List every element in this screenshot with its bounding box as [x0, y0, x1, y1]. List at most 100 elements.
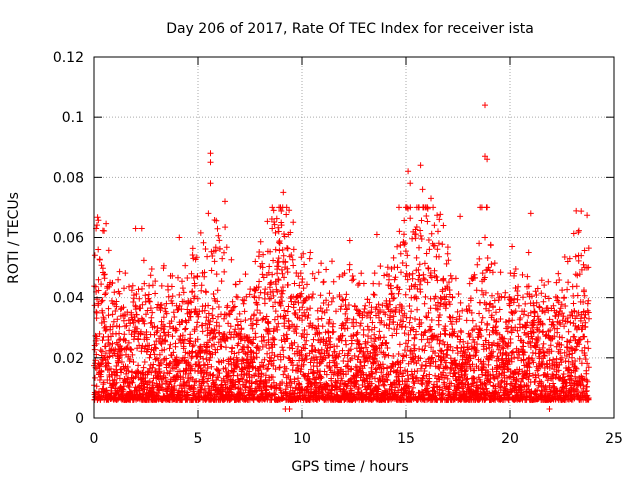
data-point — [435, 321, 442, 328]
data-point — [125, 382, 132, 389]
data-point — [431, 222, 438, 229]
data-point — [417, 288, 424, 295]
data-point — [109, 311, 116, 318]
data-point — [280, 252, 287, 259]
data-point — [128, 346, 135, 353]
data-point — [493, 309, 499, 316]
data-point — [428, 344, 435, 351]
data-point — [274, 266, 281, 273]
data-point — [116, 290, 123, 297]
data-point — [401, 347, 408, 354]
data-point — [162, 338, 169, 345]
data-point — [204, 344, 211, 351]
data-point — [212, 333, 219, 340]
data-point — [296, 282, 303, 289]
data-point — [415, 276, 422, 283]
data-point — [256, 278, 263, 285]
data-point — [258, 370, 265, 377]
data-point — [361, 362, 368, 369]
data-point — [254, 301, 261, 308]
data-point — [202, 320, 209, 327]
data-point — [158, 282, 165, 289]
data-point — [311, 275, 318, 282]
data-point — [295, 365, 302, 372]
data-point — [128, 287, 135, 294]
data-point — [575, 229, 582, 236]
data-point — [205, 375, 212, 382]
data-point — [489, 292, 495, 299]
data-point — [176, 391, 183, 398]
data-point — [325, 329, 332, 336]
data-point — [204, 325, 211, 331]
data-point — [358, 270, 365, 277]
data-point — [348, 387, 355, 394]
data-point — [425, 265, 432, 272]
data-point — [105, 360, 112, 367]
data-point — [357, 320, 364, 327]
data-point — [212, 381, 218, 388]
data-point — [318, 374, 325, 381]
data-point — [478, 319, 485, 326]
data-point — [369, 319, 376, 326]
data-point — [398, 269, 404, 276]
data-point — [280, 353, 287, 360]
data-point — [110, 318, 117, 325]
data-point — [267, 248, 274, 255]
data-point — [273, 215, 280, 222]
data-point — [229, 298, 236, 305]
data-point — [99, 348, 105, 355]
data-point — [344, 325, 351, 332]
data-point — [401, 231, 407, 238]
data-point — [439, 288, 446, 295]
data-point — [304, 331, 310, 338]
data-point — [295, 273, 302, 280]
data-point — [138, 225, 145, 232]
data-point — [426, 246, 433, 253]
data-point — [326, 316, 333, 323]
data-point — [388, 386, 395, 393]
data-point — [376, 382, 383, 389]
data-point — [201, 273, 208, 280]
data-point — [231, 350, 238, 357]
data-point — [403, 352, 410, 359]
data-point — [494, 290, 501, 297]
data-point — [581, 314, 588, 321]
data-point — [352, 363, 359, 370]
data-point — [411, 342, 417, 348]
data-point — [290, 219, 297, 226]
data-point — [179, 318, 186, 325]
data-point — [168, 283, 175, 290]
data-point — [207, 354, 214, 361]
data-point — [330, 328, 337, 335]
data-point — [311, 370, 318, 377]
data-point — [373, 369, 380, 376]
data-point — [276, 238, 283, 244]
data-point — [417, 278, 424, 284]
data-point — [436, 253, 442, 260]
data-point — [118, 359, 125, 365]
data-point — [149, 364, 156, 371]
data-point — [145, 295, 152, 302]
data-point — [304, 315, 311, 321]
data-point — [129, 351, 136, 358]
data-point — [378, 317, 385, 324]
data-point — [210, 291, 217, 297]
data-point — [308, 342, 315, 349]
data-point — [315, 269, 322, 276]
data-point — [264, 366, 270, 373]
data-point — [344, 315, 351, 322]
data-point — [181, 298, 187, 305]
data-point — [447, 343, 454, 350]
data-point — [387, 368, 394, 375]
data-point — [440, 369, 446, 376]
data-point — [199, 328, 206, 335]
data-point — [122, 313, 128, 319]
data-point — [185, 359, 192, 366]
data-point — [267, 281, 273, 288]
data-point — [418, 336, 425, 343]
data-point — [327, 341, 334, 348]
data-point — [151, 323, 158, 330]
data-point — [151, 351, 158, 358]
data-point — [167, 341, 174, 348]
data-point — [581, 287, 587, 294]
